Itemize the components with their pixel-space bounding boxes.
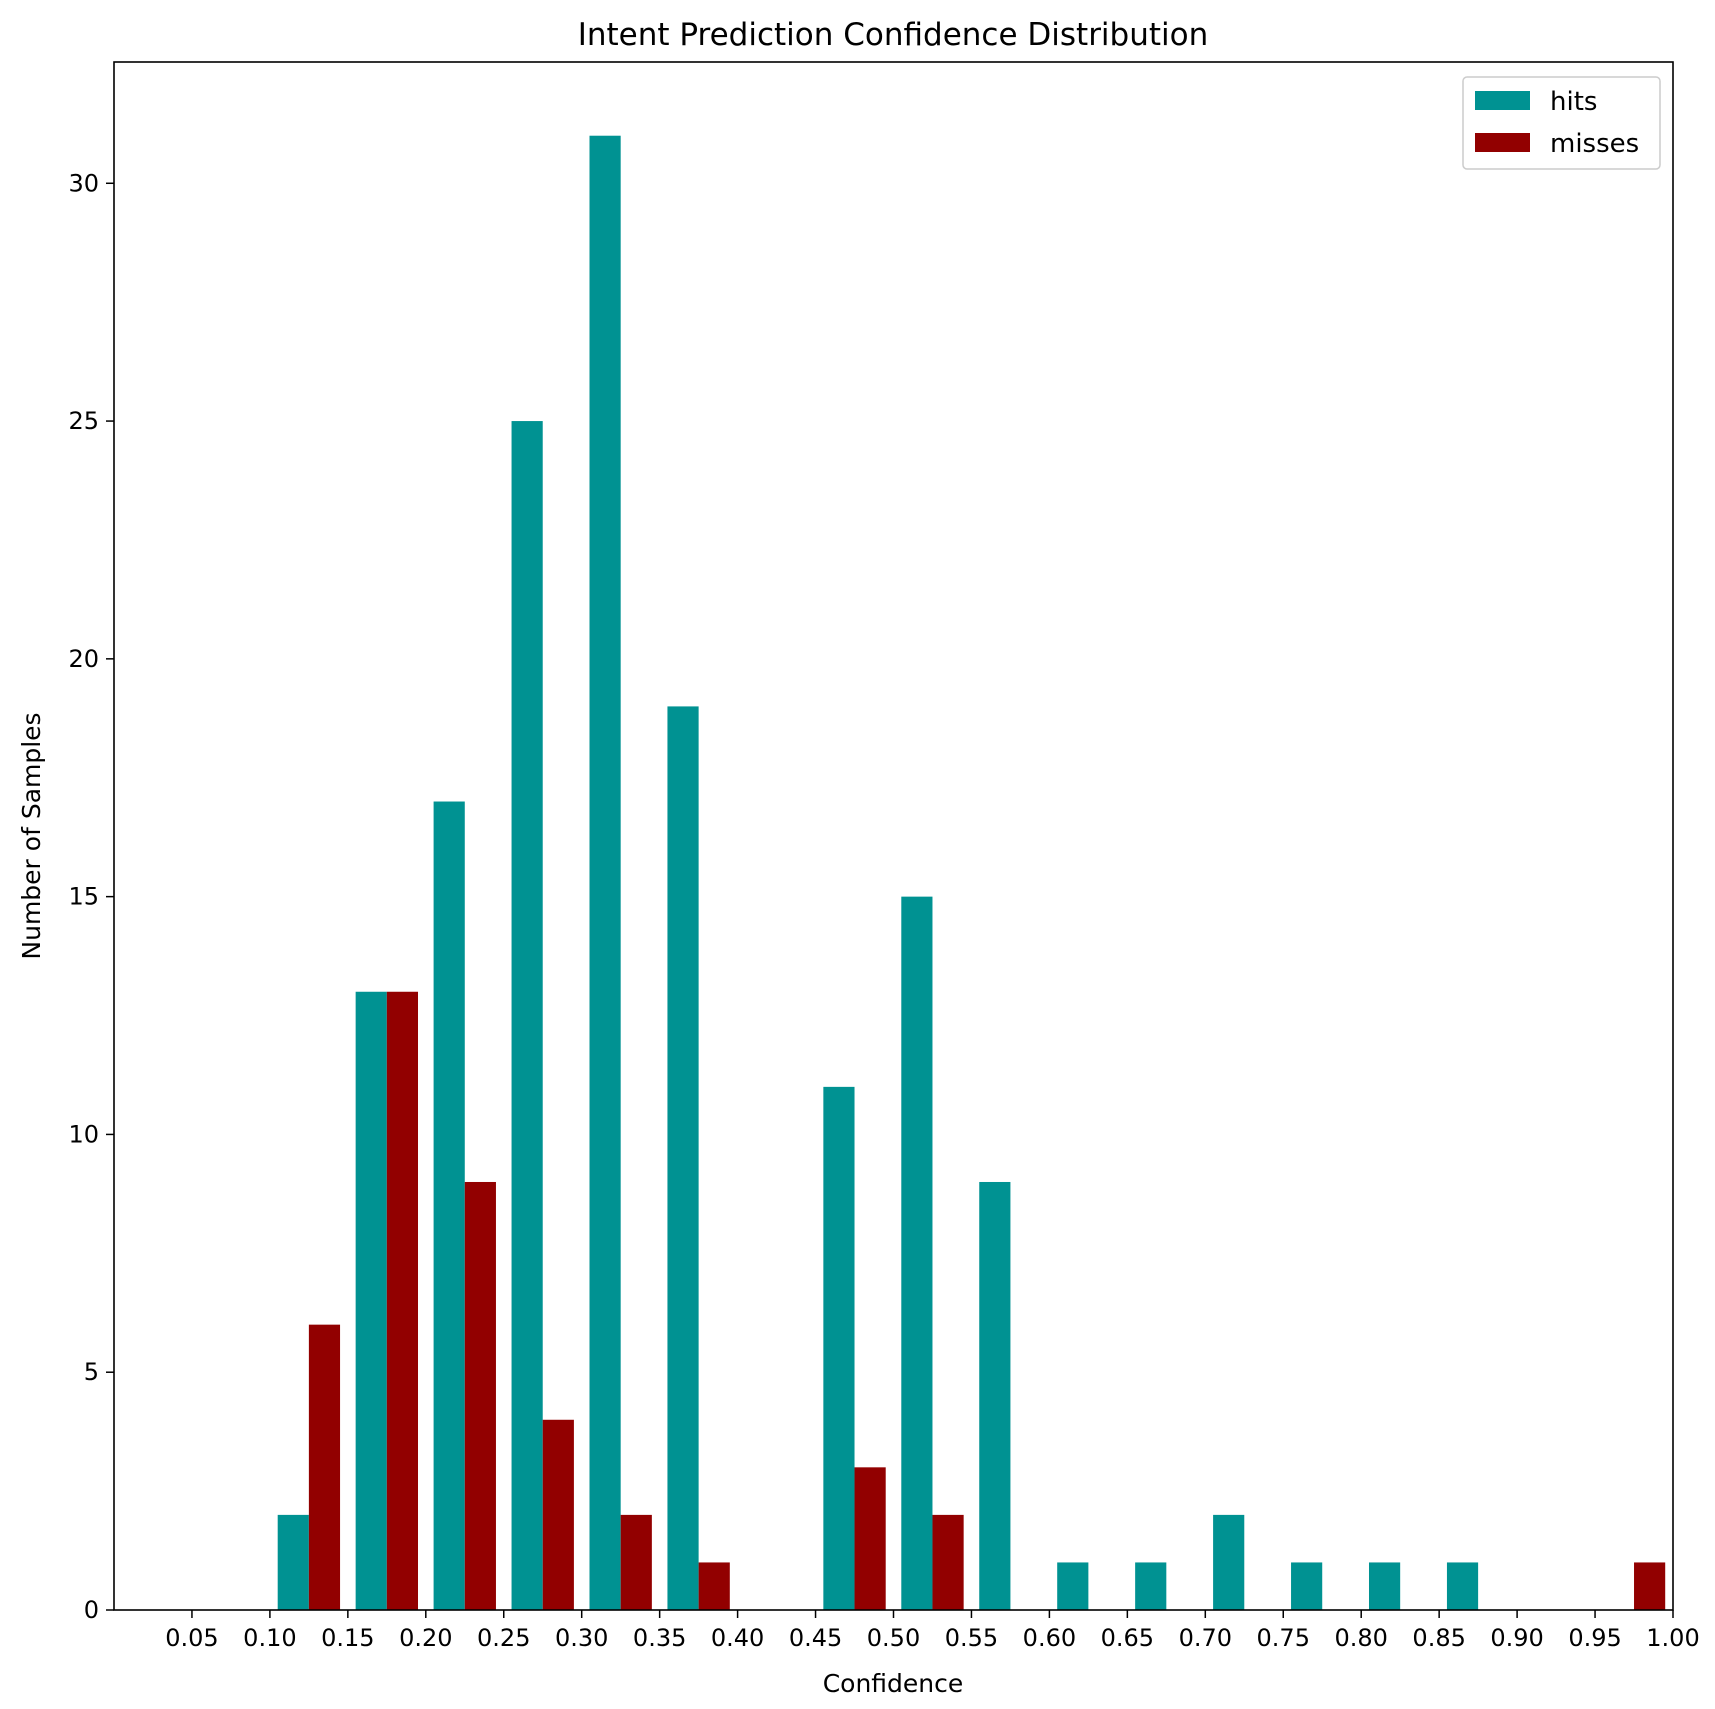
x-tick-label: 0.85 xyxy=(1412,1624,1465,1652)
bar-misses-0 xyxy=(308,1324,341,1610)
x-tick-label: 0.70 xyxy=(1179,1624,1232,1652)
y-tick-label: 30 xyxy=(68,169,99,197)
y-axis-label: Number of Samples xyxy=(17,712,46,959)
y-tick-label: 20 xyxy=(68,645,99,673)
y-tick-label: 5 xyxy=(84,1358,99,1386)
bar-hits-13 xyxy=(1291,1562,1323,1610)
x-tick-label: 0.05 xyxy=(165,1624,218,1652)
legend-swatch-misses xyxy=(1475,133,1530,152)
bar-misses-17 xyxy=(1634,1562,1666,1610)
x-axis-label: Confidence xyxy=(823,1669,964,1698)
bar-hits-0 xyxy=(277,1514,309,1610)
x-tick-label: 0.30 xyxy=(555,1624,608,1652)
x-tick-label: 0.45 xyxy=(789,1624,842,1652)
x-axis-ticks: 0.05 0.10 0.15 0.20 0.25 0.30 0.35 0.40 0.45 0.50… xyxy=(165,1610,1700,1652)
legend-label-misses: misses xyxy=(1550,129,1639,159)
bar-hits-2 xyxy=(433,801,465,1610)
y-axis-ticks: 0 5 10 15 20 25 30 xyxy=(68,169,114,1624)
bar-hits-5 xyxy=(667,706,699,1610)
y-tick-label: 15 xyxy=(68,883,99,911)
bar-misses-3 xyxy=(542,1419,574,1610)
bar-hits-3 xyxy=(511,421,543,1610)
y-tick-label: 25 xyxy=(68,407,99,435)
bar-misses-7 xyxy=(854,1467,886,1610)
bar-hits-4 xyxy=(589,135,621,1611)
bar-hits-7 xyxy=(823,1086,855,1610)
bar-hits-8 xyxy=(901,896,933,1610)
x-tick-label: 0.80 xyxy=(1334,1624,1387,1652)
x-tick-label: 1.00 xyxy=(1646,1624,1699,1652)
bar-misses-5 xyxy=(698,1562,730,1610)
x-tick-label: 0.75 xyxy=(1257,1624,1310,1652)
x-tick-label: 0.50 xyxy=(867,1624,920,1652)
y-tick-label: 0 xyxy=(84,1596,99,1624)
chart-title: Intent Prediction Confidence Distributio… xyxy=(578,17,1209,53)
bar-hits-11 xyxy=(1135,1562,1167,1610)
bars-group xyxy=(277,135,1666,1611)
x-tick-label: 0.20 xyxy=(399,1624,452,1652)
legend: hits misses xyxy=(1462,76,1661,170)
legend-swatch-hits xyxy=(1475,91,1530,110)
y-tick-label: 10 xyxy=(68,1120,99,1148)
bar-misses-2 xyxy=(464,1181,496,1610)
bar-misses-4 xyxy=(620,1514,652,1610)
x-tick-label: 0.95 xyxy=(1568,1624,1621,1652)
bar-hits-10 xyxy=(1057,1562,1089,1610)
x-tick-label: 0.15 xyxy=(321,1624,374,1652)
x-tick-label: 0.40 xyxy=(711,1624,764,1652)
bar-hits-14 xyxy=(1368,1562,1401,1610)
bar-hits-1 xyxy=(355,991,387,1610)
x-tick-label: 0.10 xyxy=(243,1624,296,1652)
bar-misses-1 xyxy=(386,991,419,1610)
bar-misses-8 xyxy=(932,1514,964,1610)
x-tick-label: 0.90 xyxy=(1490,1624,1543,1652)
x-tick-label: 0.35 xyxy=(633,1624,686,1652)
x-tick-label: 0.60 xyxy=(1023,1624,1076,1652)
bar-hits-12 xyxy=(1213,1514,1245,1610)
x-tick-label: 0.25 xyxy=(477,1624,530,1652)
x-tick-label: 0.55 xyxy=(945,1624,998,1652)
legend-label-hits: hits xyxy=(1550,87,1597,117)
x-tick-label: 0.65 xyxy=(1101,1624,1154,1652)
bar-hits-9 xyxy=(979,1181,1011,1610)
bar-hits-15 xyxy=(1446,1562,1479,1610)
